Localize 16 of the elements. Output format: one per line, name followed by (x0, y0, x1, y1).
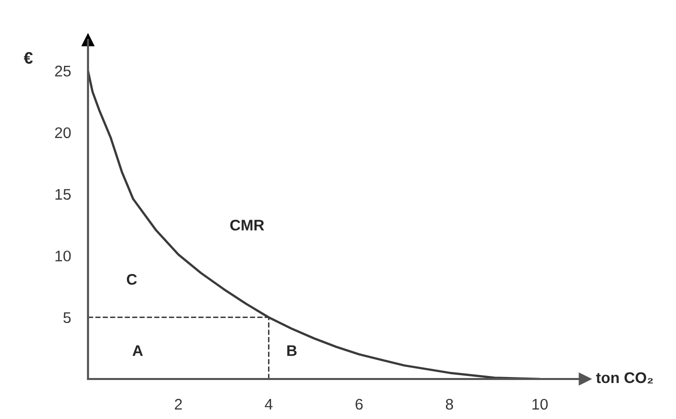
x-tick-label: 6 (356, 398, 363, 410)
annotation: CMR (230, 220, 264, 231)
y-tick-label: 20 (55, 127, 71, 138)
y-tick-label: 5 (63, 312, 71, 324)
x-tick-label: 4 (264, 399, 273, 410)
annotation: B (287, 345, 297, 356)
annotation: A (132, 345, 143, 356)
annotation: C (126, 274, 137, 285)
y-tick-label: 15 (56, 189, 71, 200)
x-tick-label: 2 (174, 398, 182, 410)
y-tick-label: 25 (55, 66, 71, 77)
x-axis-title: ton CO₂ (596, 372, 653, 384)
x-tick-label: 8 (446, 398, 454, 410)
y-tick-label: 10 (56, 250, 71, 262)
x-tick-label: 10 (532, 398, 548, 410)
y-axis-title: € (24, 52, 33, 64)
